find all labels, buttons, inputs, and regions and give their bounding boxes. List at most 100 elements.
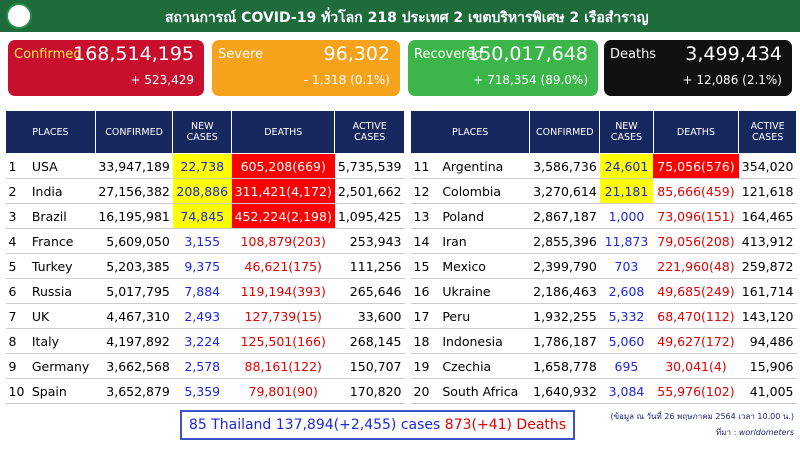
- active-cases: 164,465: [738, 203, 797, 229]
- place: France: [28, 228, 96, 254]
- source-name: worldometers: [738, 428, 794, 437]
- active-cases: 5,735,539: [334, 153, 405, 179]
- source: ที่มา : worldometers: [716, 426, 794, 439]
- table-row: 17 Peru 1,932,255 5,332 68,470(112) 143,120: [410, 303, 797, 329]
- source-label: ที่มา :: [716, 428, 737, 437]
- card-label: Confirmed: [14, 47, 82, 62]
- table-row: 2 India 27,156,382 208,886 311,421(4,172) 2,5…: [5, 178, 405, 204]
- active-cases: 121,618: [738, 178, 797, 204]
- active-cases: 1,095,425: [334, 203, 405, 229]
- card-change: + 523,429: [130, 73, 195, 87]
- rank: 19: [410, 353, 440, 379]
- place: Turkey: [28, 253, 96, 279]
- column-header: CONFIRMED: [529, 110, 601, 154]
- deaths: 88,161(122): [231, 353, 335, 379]
- deaths: 85,666(459): [653, 178, 739, 204]
- column-header: PLACES: [409, 110, 531, 154]
- deaths: 75,056(576): [653, 153, 739, 179]
- rank: 15: [410, 253, 440, 279]
- rank: 10: [5, 378, 29, 404]
- header-bar: สถานการณ์ COVID-19 ทั่วโลก 218 ประเทศ 2 …: [0, 0, 800, 32]
- new-cases: 2,493: [172, 303, 232, 329]
- new-cases: 22,738: [172, 153, 232, 179]
- place: Poland: [439, 203, 530, 229]
- new-cases: 7,884: [172, 278, 232, 304]
- rank: 2: [5, 178, 29, 204]
- place: India: [28, 178, 96, 204]
- confirmed: 1,640,932: [529, 378, 600, 404]
- column-header: NEW CASES: [599, 110, 654, 154]
- card: Severe 96,302 - 1,318 (0.1%): [212, 40, 400, 96]
- confirmed: 3,270,614: [529, 178, 600, 204]
- active-cases: 259,872: [738, 253, 797, 279]
- place: UK: [28, 303, 96, 329]
- new-cases: 5,060: [599, 328, 654, 354]
- active-cases: 161,714: [738, 278, 797, 304]
- header-row: PLACES CONFIRMED NEW CASES DEATHS ACTIVE CAS…: [409, 110, 797, 154]
- confirmed: 5,203,385: [95, 253, 173, 279]
- new-cases: 21,181: [599, 178, 654, 204]
- deaths: 311,421(4,172): [231, 178, 335, 204]
- deaths: 73,096(151): [653, 203, 739, 229]
- confirmed: 5,609,050: [95, 228, 173, 254]
- confirmed: 5,017,795: [95, 278, 173, 304]
- deaths: 119,194(393): [231, 278, 335, 304]
- column-header: CONFIRMED: [94, 110, 174, 154]
- rank: 1: [5, 153, 29, 179]
- deaths: 79,801(90): [231, 378, 335, 404]
- confirmed: 3,586,736: [529, 153, 600, 179]
- active-cases: 253,943: [334, 228, 405, 254]
- deaths: 49,627(172): [653, 328, 739, 354]
- deaths: 127,739(15): [231, 303, 335, 329]
- card-value: 168,514,195: [73, 43, 194, 65]
- new-cases: 695: [599, 353, 654, 379]
- deaths: 55,976(102): [653, 378, 739, 404]
- note: (ข้อมูล ณ วันที่ 26 พฤษภาคม 2564 เวลา 10…: [610, 412, 794, 421]
- column-header: NEW CASES: [172, 110, 233, 154]
- active-cases: 33,600: [334, 303, 405, 329]
- new-cases: 1,000: [599, 203, 654, 229]
- column-header: ACTIVE CASES: [738, 110, 797, 154]
- column-header: ACTIVE CASES: [334, 110, 405, 154]
- rank: 16: [410, 278, 440, 304]
- card-label: Severe: [218, 47, 263, 62]
- active-cases: 413,912: [738, 228, 797, 254]
- active-cases: 354,020: [738, 153, 797, 179]
- table-row: 16 Ukraine 2,186,463 2,608 49,685(249) 161,71…: [410, 278, 797, 304]
- place: Iran: [439, 228, 530, 254]
- thailand-box: 85 Thailand 137,894(+2,455) cases 873(+4…: [180, 410, 575, 440]
- rank: 5: [5, 253, 29, 279]
- active-cases: 170,820: [334, 378, 405, 404]
- active-cases: 2,501,662: [334, 178, 405, 204]
- column-header: DEATHS: [231, 110, 336, 154]
- new-cases: 703: [599, 253, 654, 279]
- place: Brazil: [28, 203, 96, 229]
- place: Indonesia: [439, 328, 530, 354]
- new-cases: 3,084: [599, 378, 654, 404]
- card-value: 96,302: [323, 43, 390, 65]
- place: Spain: [28, 378, 96, 404]
- confirmed: 2,186,463: [529, 278, 600, 304]
- card: Deaths 3,499,434 + 12,086 (2.1%): [604, 40, 792, 96]
- table-row: 14 Iran 2,855,396 11,873 79,056(208) 413,912: [410, 228, 797, 254]
- deaths: 79,056(208): [653, 228, 739, 254]
- deaths: 49,685(249): [653, 278, 739, 304]
- rank: 4: [5, 228, 29, 254]
- table-row: 1 USA 33,947,189 22,738 605,208(669) 5,735,53…: [5, 153, 405, 179]
- rank: 12: [410, 178, 440, 204]
- thailand-cases: 85 Thailand 137,894(+2,455) cases: [188, 417, 441, 433]
- confirmed: 3,662,568: [95, 353, 173, 379]
- active-cases: 265,646: [334, 278, 405, 304]
- confirmed: 2,867,187: [529, 203, 600, 229]
- deaths: 452,224(2,198): [231, 203, 335, 229]
- deaths: 46,621(175): [231, 253, 335, 279]
- confirmed: 2,399,790: [529, 253, 600, 279]
- card-change: + 12,086 (2.1%): [682, 73, 782, 87]
- column-header: PLACES: [5, 110, 96, 154]
- deaths: 68,470(112): [653, 303, 739, 329]
- table-row: 4 France 5,609,050 3,155 108,879(203) 253,943: [5, 228, 405, 254]
- table-row: 9 Germany 3,662,568 2,578 88,161(122) 150,707: [5, 353, 405, 379]
- table-row: 10 Spain 3,652,879 5,359 79,801(90) 170,820: [5, 378, 405, 404]
- table-row: 19 Czechia 1,658,778 695 30,041(4) 15,906: [410, 353, 797, 379]
